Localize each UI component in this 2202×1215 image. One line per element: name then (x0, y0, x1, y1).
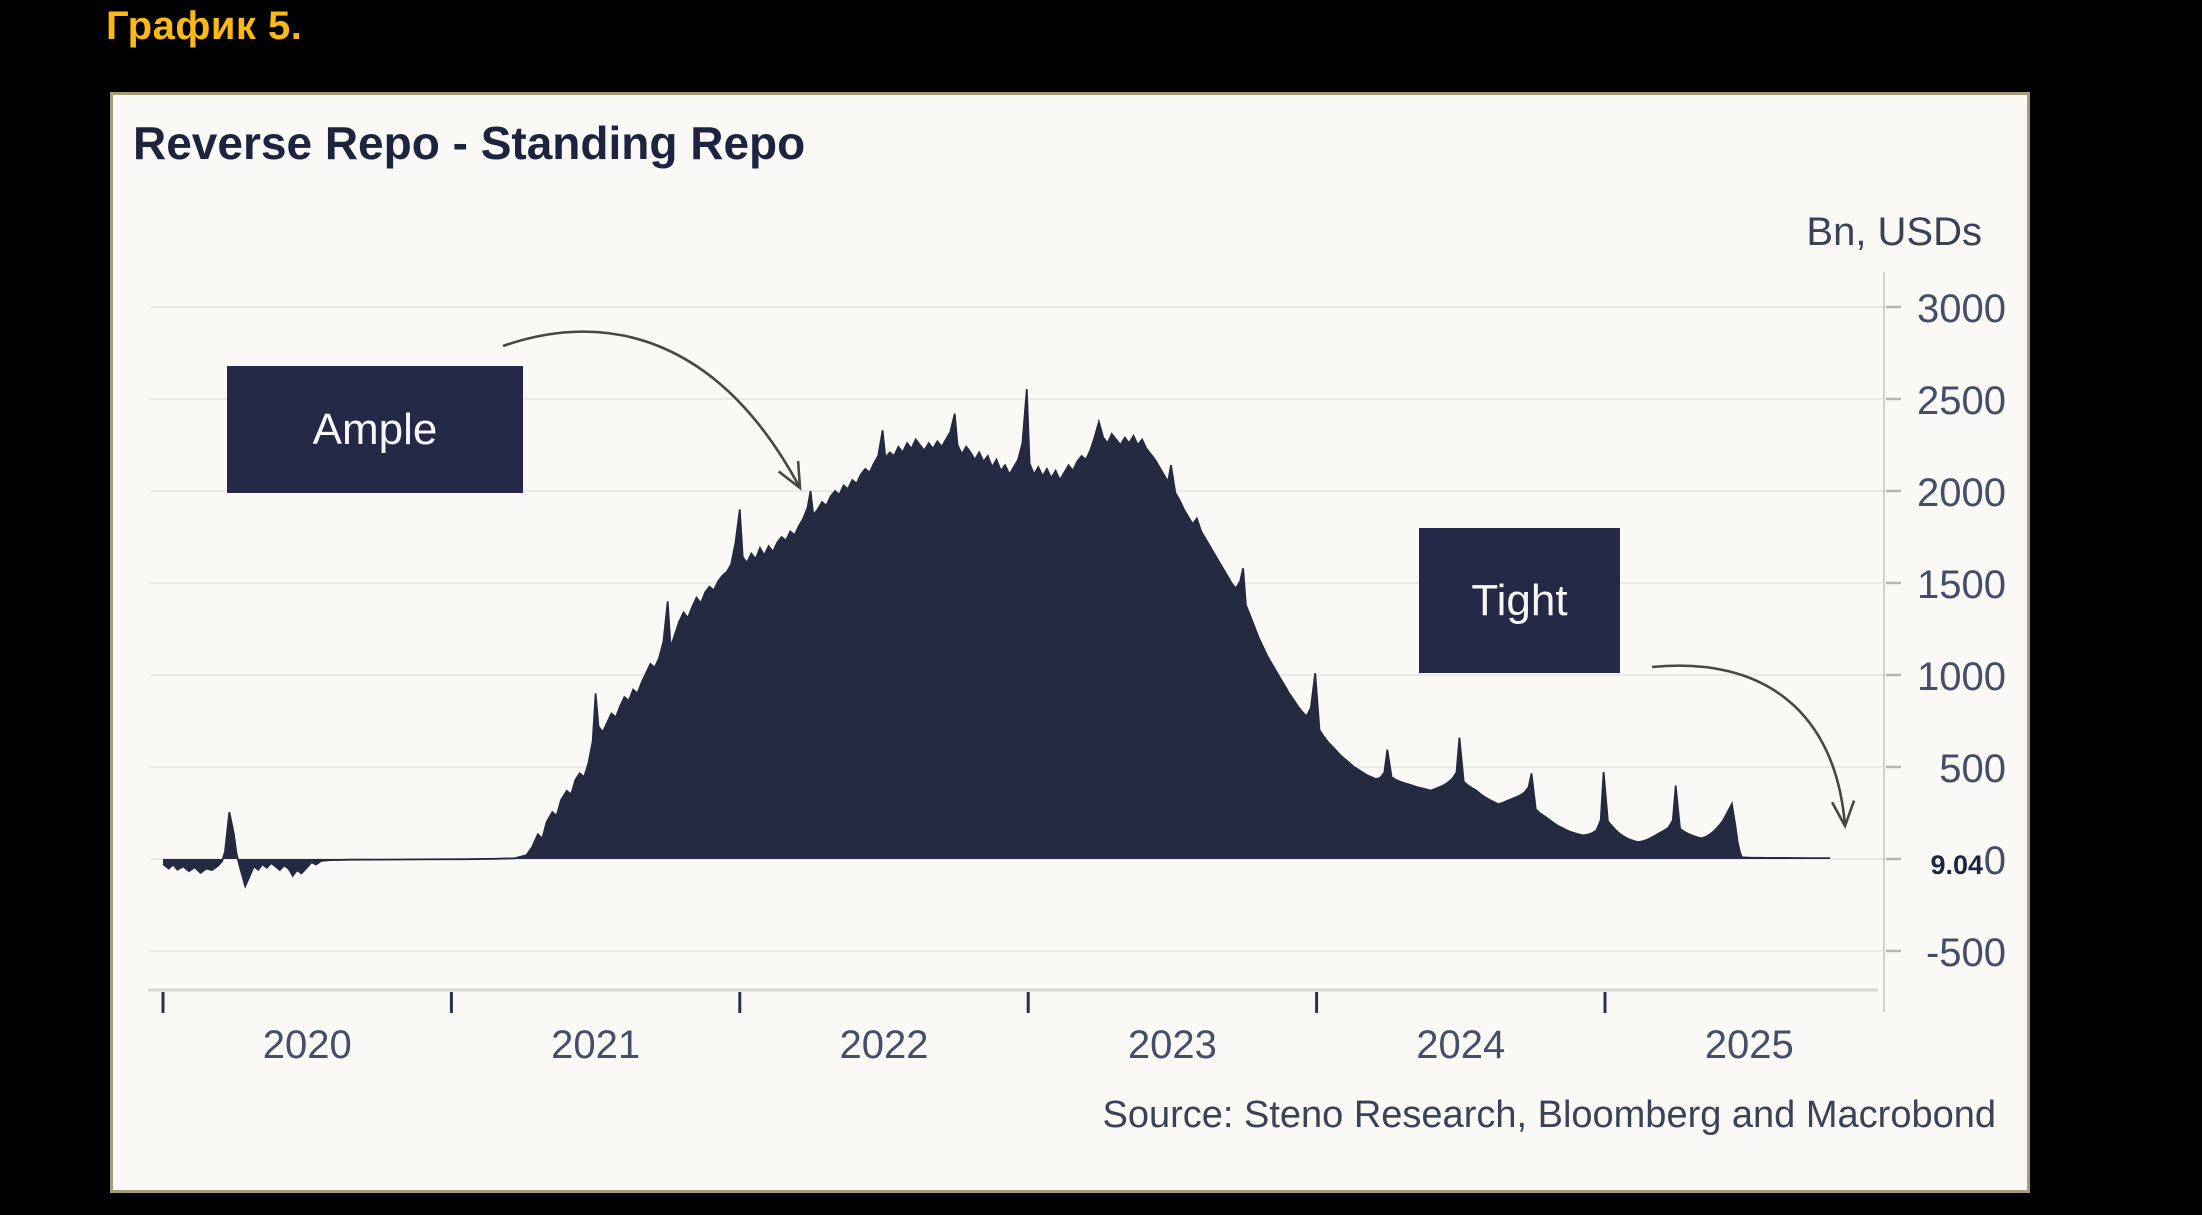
chart-title: Reverse Repo - Standing Repo (133, 117, 806, 169)
annotation-tight: Tight (1419, 528, 1620, 673)
ample-arrow-head (777, 460, 802, 491)
x-axis-year-label: 2024 (1416, 1023, 1505, 1067)
y-axis-tick-label: 2000 (1917, 471, 2006, 515)
annotation-tight-label: Tight (1471, 575, 1568, 625)
x-axis-year-label: 2025 (1705, 1023, 1794, 1067)
area-series-outline (162, 389, 1830, 889)
y-axis-ticks: 3000 2500 2000 1500 1000 500 0 -500 (1886, 287, 2006, 975)
x-axis-year-label: 2021 (551, 1023, 640, 1067)
area-series (163, 389, 1830, 887)
y-axis-tick-label: -500 (1926, 931, 2006, 975)
x-axis-year-label: 2023 (1128, 1023, 1217, 1067)
annotation-ample: Ample (227, 366, 523, 493)
annotation-ample-label: Ample (312, 404, 438, 454)
y-axis-tick-label: 500 (1939, 747, 2006, 791)
y-axis-tick-label: 2500 (1917, 379, 2006, 423)
y-axis-tick-label: 0 (1984, 839, 2006, 883)
x-axis-year-label: 2022 (840, 1023, 929, 1067)
figure-caption: График 5. (106, 4, 303, 48)
tight-arrow-head (1830, 800, 1856, 830)
x-axis-year-label: 2020 (263, 1023, 352, 1067)
y-axis-tick-label: 3000 (1917, 287, 2006, 331)
y-axis-tick-label: 1000 (1917, 655, 2006, 699)
x-axis-ticks: 2020 2021 2022 2023 2024 2025 (161, 992, 1794, 1067)
last-value-label: 9.04 (1930, 850, 1983, 880)
tight-arrow (1651, 664, 1847, 827)
source-attribution: Source: Steno Research, Bloomberg and Ma… (1102, 1094, 1996, 1136)
y-axis-tick-label: 1500 (1917, 563, 2006, 607)
y-axis-unit-label: Bn, USDs (1806, 210, 1982, 254)
ample-arrow (502, 330, 802, 489)
